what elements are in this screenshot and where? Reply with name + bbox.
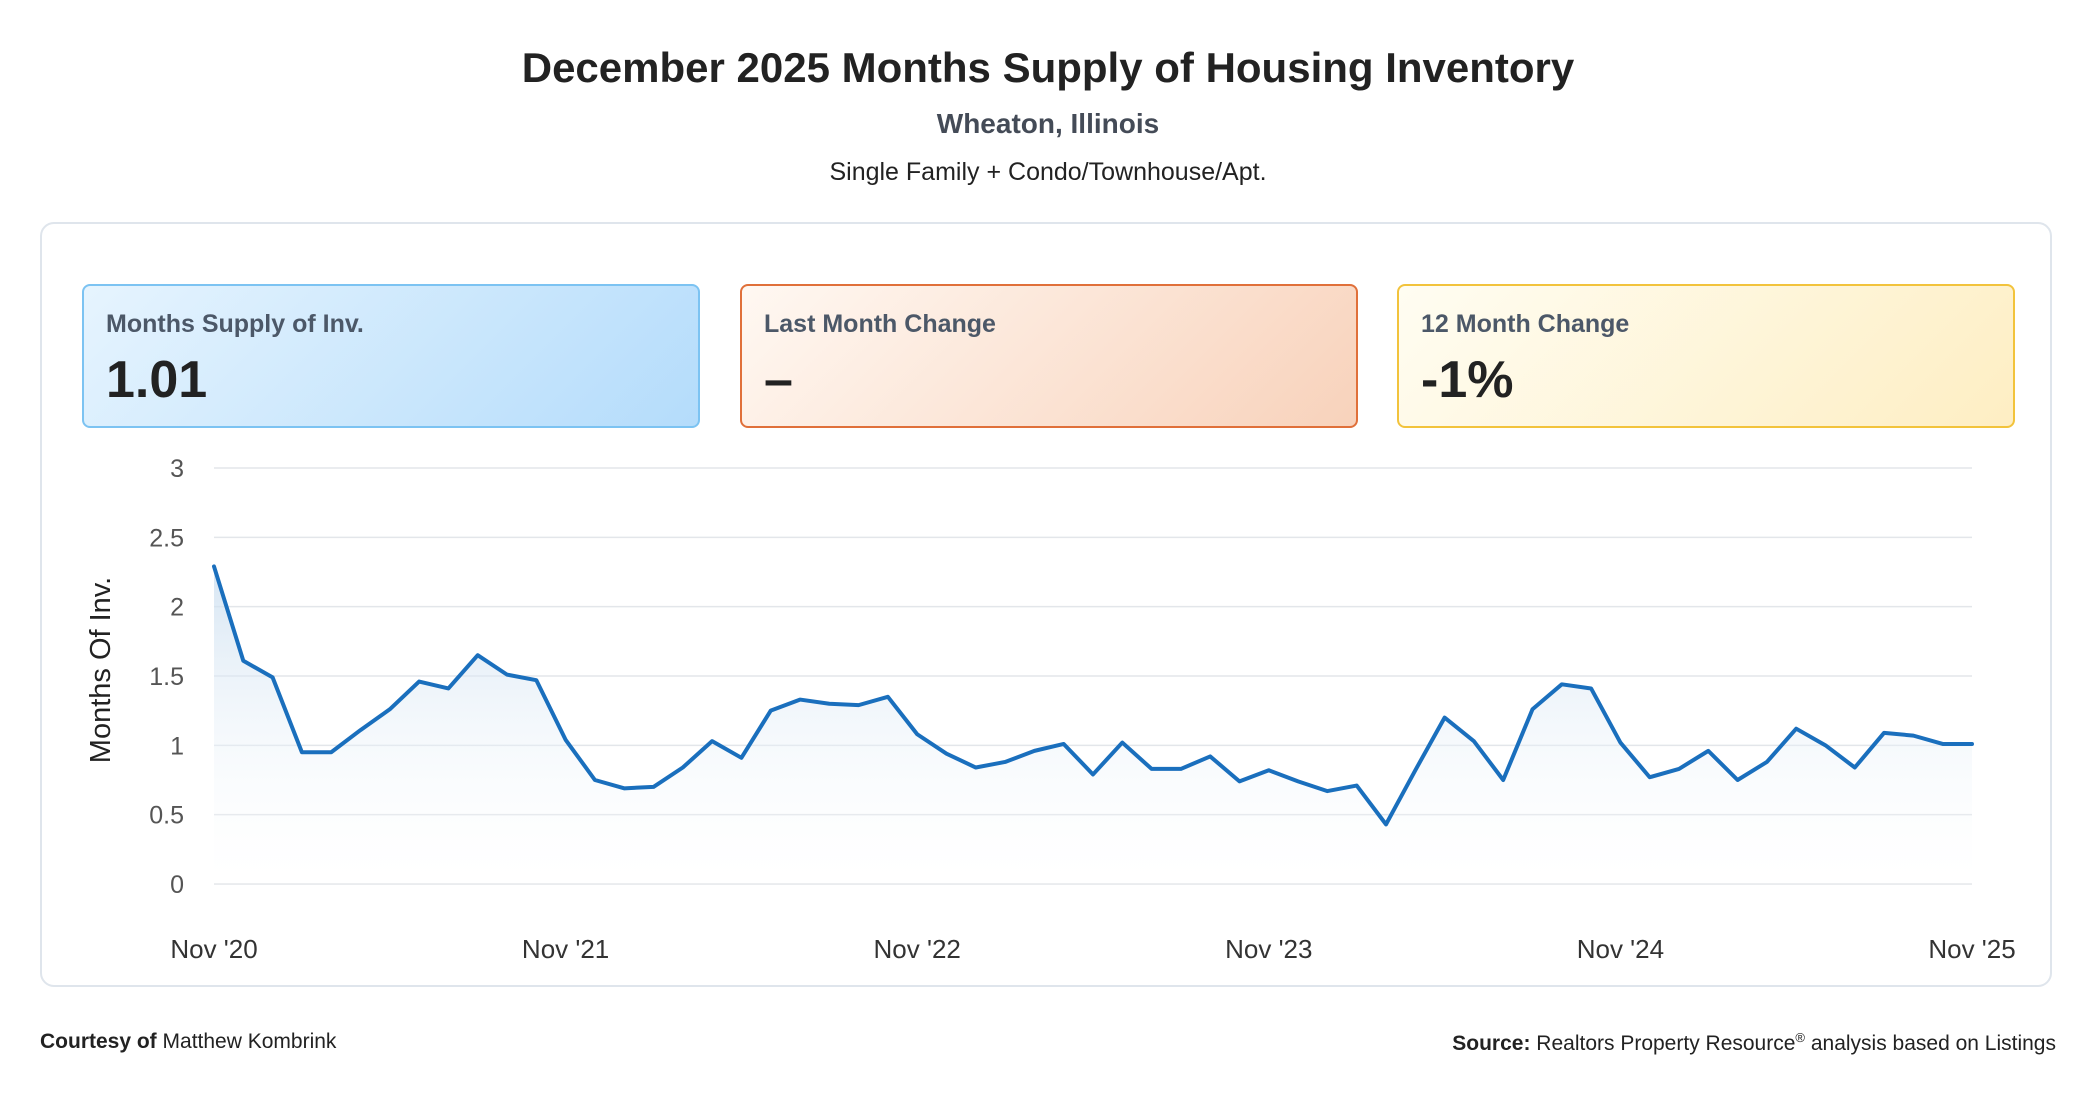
registered-mark: ® (1795, 1030, 1805, 1045)
chart-title: December 2025 Months Supply of Housing I… (521, 44, 1575, 91)
twelve-month-change-label: 12 Month Change (1421, 310, 1630, 338)
months-supply-label: Months Supply of Inv. (106, 310, 364, 338)
y-tick-label: 2 (170, 594, 184, 622)
last-month-change-label: Last Month Change (764, 310, 996, 338)
y-tick-label: 1 (170, 732, 184, 760)
y-tick-label: 2.5 (149, 524, 184, 552)
y-axis-label: Months Of Inv. (85, 577, 117, 763)
x-axis-ticks: Nov '20 Nov '21 Nov '22 Nov '23 Nov '24 Nov '… (170, 934, 2015, 964)
x-tick-label: Nov '23 (1225, 934, 1312, 964)
y-tick-label: 0 (170, 871, 184, 899)
source-suffix: analysis based on Listings (1805, 1032, 2056, 1055)
months-supply-value: 1.01 (106, 351, 208, 409)
location-subtitle: Wheaton, Illinois (936, 108, 1160, 139)
y-tick-label: 3 (170, 455, 184, 483)
series-line (212, 564, 1974, 827)
last-month-change-value: – (764, 351, 793, 409)
x-tick-label: Nov '21 (522, 934, 609, 964)
twelve-month-change-value: -1% (1421, 351, 1514, 409)
courtesy-footer: Courtesy of Matthew Kombrink (40, 1030, 336, 1054)
source-text: Realtors Property Resource (1536, 1032, 1796, 1055)
x-tick-label: Nov '24 (1577, 934, 1664, 964)
x-tick-label: Nov '22 (874, 934, 961, 964)
source-footer: Source: Realtors Property Resource® anal… (1452, 1030, 2056, 1056)
series-area (214, 566, 1972, 884)
y-tick-label: 0.5 (149, 802, 184, 830)
y-tick-label: 1.5 (149, 663, 184, 691)
source-label: Source: (1452, 1032, 1531, 1055)
courtesy-label: Courtesy of (40, 1030, 157, 1053)
x-tick-label: Nov '25 (1928, 934, 2015, 964)
x-tick-label: Nov '20 (170, 934, 257, 964)
twelve-month-change-card: 12 Month Change -1% (1397, 284, 2015, 428)
months-supply-card: Months Supply of Inv. 1.01 (82, 284, 700, 428)
y-axis-ticks: 0 0.5 1 1.5 2 2.5 3 (149, 455, 184, 899)
last-month-change-card: Last Month Change – (740, 284, 1358, 428)
courtesy-name: Matthew Kombrink (162, 1030, 337, 1053)
property-segment: Single Family + Condo/Townhouse/Apt. (829, 158, 1267, 186)
